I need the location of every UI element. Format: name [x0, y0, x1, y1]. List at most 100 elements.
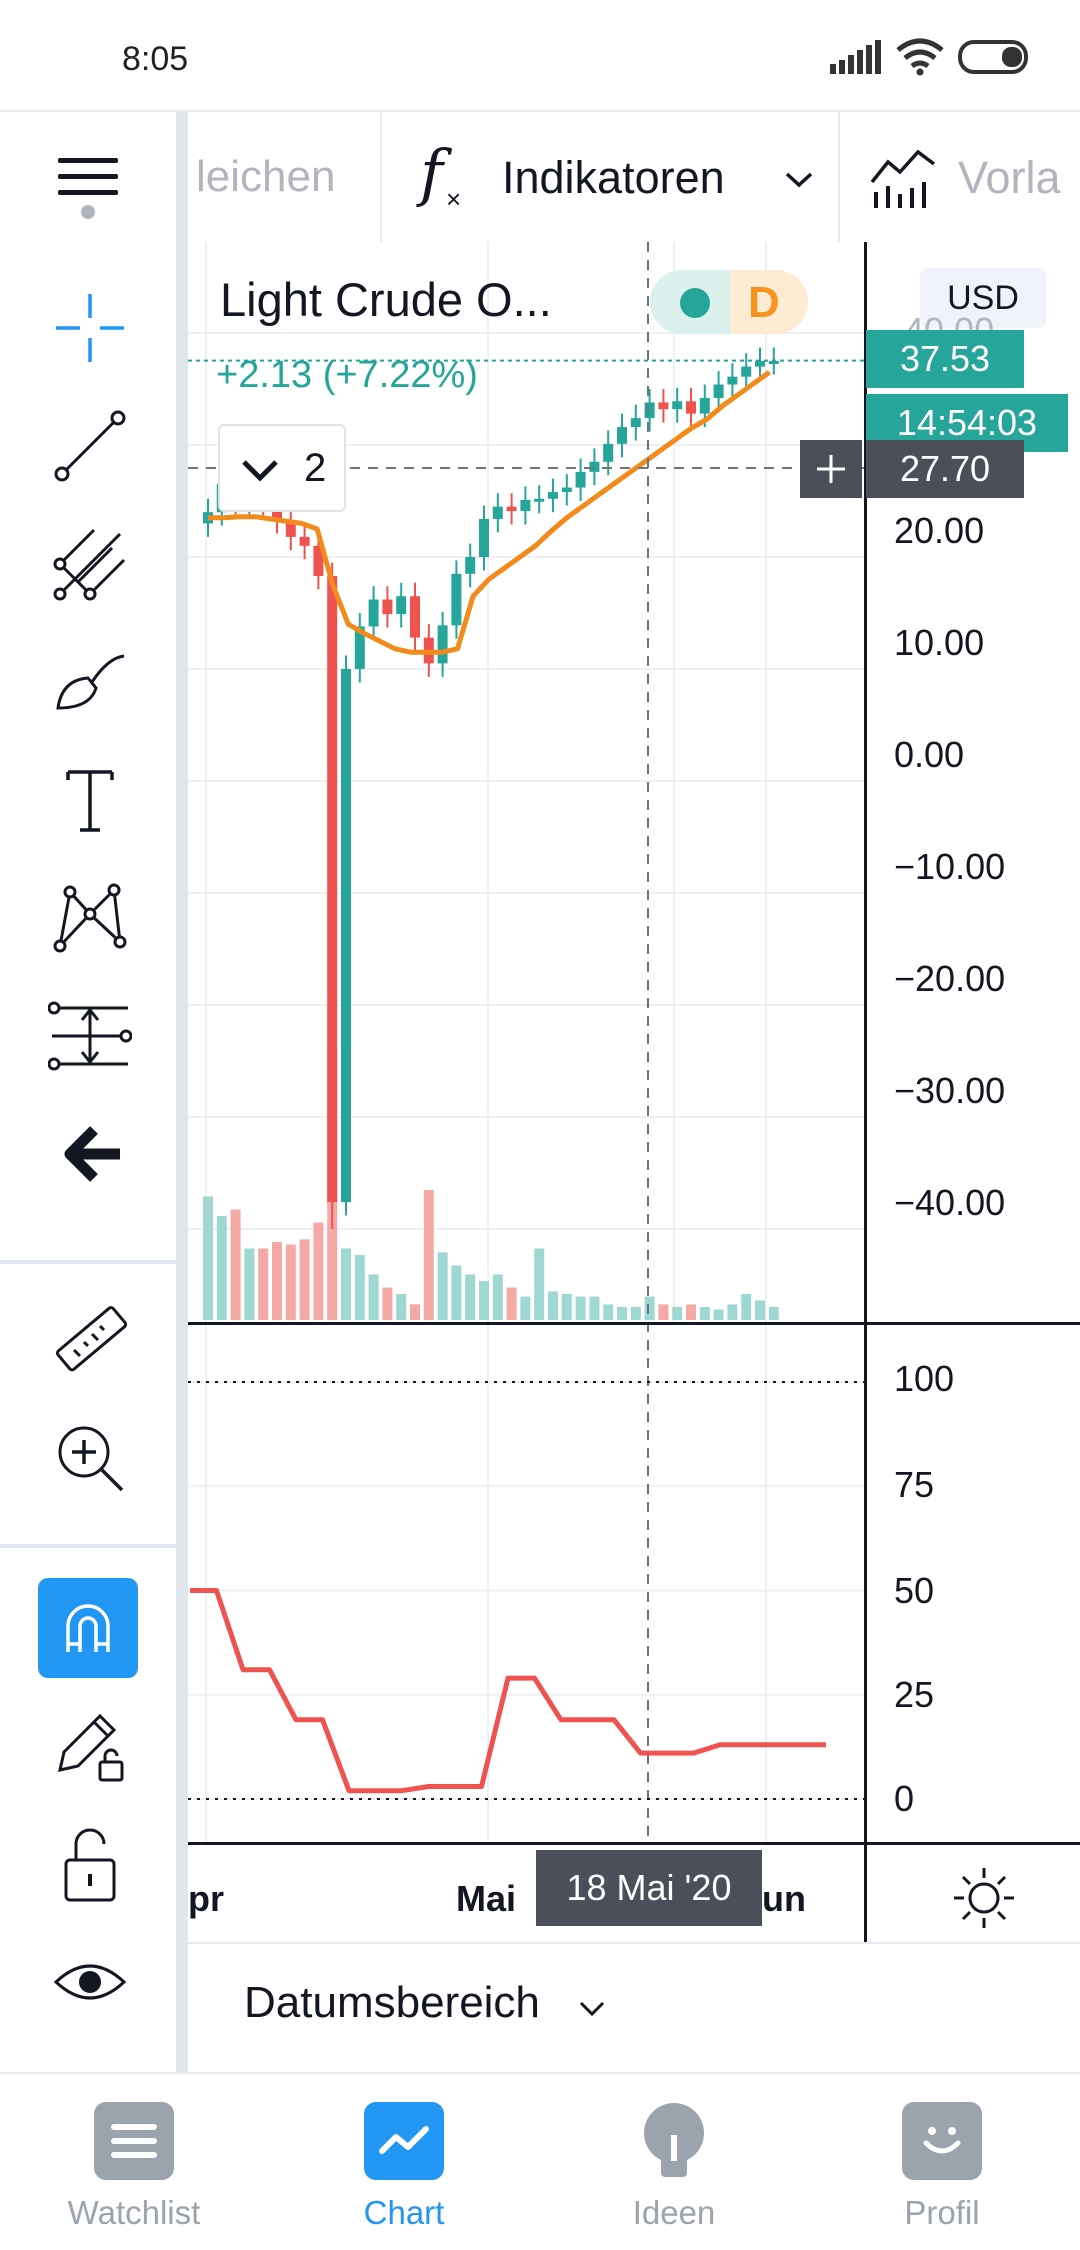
- volume-bar: [589, 1296, 600, 1320]
- magnet-button[interactable]: [38, 1578, 138, 1678]
- candle-body: [768, 361, 779, 364]
- indicator-toggle-button[interactable]: 2: [218, 424, 346, 512]
- volume-bar: [630, 1307, 641, 1320]
- volume-bar: [768, 1307, 779, 1320]
- candle-body: [382, 599, 393, 615]
- interval-badge: D: [748, 278, 780, 327]
- volume-bar: [465, 1274, 476, 1320]
- status-bar: 8:05: [0, 0, 1080, 110]
- unlock-icon: [64, 1828, 116, 1902]
- volume-bar: [561, 1294, 572, 1320]
- visibility-tool[interactable]: [40, 1932, 140, 2032]
- measure-tool[interactable]: [40, 986, 140, 1086]
- magnet-icon: [66, 1604, 110, 1652]
- volume-bar: [423, 1190, 434, 1320]
- pattern-tool[interactable]: [40, 868, 140, 968]
- ruler-tool[interactable]: [40, 1290, 140, 1390]
- candle-body: [548, 492, 558, 499]
- candle-body: [451, 573, 462, 626]
- crosshair-tool[interactable]: [40, 278, 140, 378]
- volume-bar: [658, 1304, 669, 1320]
- price-tick: −30.00: [894, 1070, 1006, 1111]
- price-change: +2.13 (+7.22%): [216, 354, 478, 396]
- candle-body: [589, 461, 600, 472]
- text-tool[interactable]: [40, 750, 140, 850]
- candle-body: [644, 402, 655, 419]
- zoom-in-icon: [58, 1426, 124, 1492]
- volume-bar: [603, 1304, 614, 1320]
- volume-bar: [354, 1255, 365, 1320]
- chevron-down-icon: [242, 460, 278, 482]
- zoom-tool[interactable]: [40, 1408, 140, 1508]
- market-status-badge[interactable]: D: [650, 270, 808, 334]
- candle-body: [755, 361, 765, 367]
- arrow-left-icon: [64, 1126, 120, 1182]
- collapse-toolbar-button[interactable]: [40, 1104, 140, 1204]
- nav-watchlist[interactable]: Watchlist: [34, 2102, 234, 2232]
- candle-body: [617, 427, 627, 444]
- volume-bar: [672, 1307, 683, 1320]
- price-tick: 10.00: [894, 622, 985, 663]
- nav-label: Chart: [363, 2194, 445, 2231]
- crosshair-date-label: 18 Mai '20: [536, 1850, 762, 1926]
- chart-settings-button[interactable]: [948, 1862, 1020, 1934]
- candle-body: [699, 397, 710, 414]
- candle-body: [299, 536, 310, 546]
- volume-bar: [244, 1248, 255, 1320]
- add-alert-button[interactable]: [800, 440, 862, 498]
- bottom-navigation: Watchlist Chart Ideen Profil: [0, 2072, 1080, 2250]
- ruler-icon: [55, 1306, 128, 1372]
- brush-tool[interactable]: [40, 632, 140, 732]
- candle-body: [465, 557, 476, 574]
- volume-bar: [341, 1248, 351, 1320]
- candle-body: [520, 499, 531, 512]
- volume-bar: [686, 1304, 696, 1320]
- candle-body: [741, 366, 752, 377]
- volume-bar: [492, 1274, 503, 1320]
- time-tick: Mai: [456, 1878, 517, 1919]
- candle-body: [479, 518, 489, 557]
- price-tick: 0.00: [894, 734, 965, 775]
- osc-tick: 75: [894, 1464, 935, 1505]
- time-tick: pr: [188, 1878, 224, 1919]
- crosshair-price-label: 27.70: [866, 440, 1024, 498]
- volume-bar: [644, 1296, 655, 1320]
- chevron-down-icon: [785, 172, 813, 188]
- templates-button[interactable]: Vorla: [840, 112, 1080, 244]
- candle-body: [313, 545, 324, 577]
- candle-body: [575, 471, 586, 488]
- symbol-title[interactable]: Light Crude O...: [220, 273, 552, 326]
- trend-line-tool[interactable]: [40, 396, 140, 496]
- currency-button[interactable]: USD: [920, 268, 1046, 328]
- compare-button[interactable]: leichen: [188, 112, 382, 244]
- candle-body: [285, 520, 296, 537]
- indicators-button[interactable]: f × Indikatoren: [382, 112, 840, 244]
- osc-tick: 100: [894, 1358, 955, 1399]
- price-tick: −40.00: [894, 1182, 1006, 1223]
- fib-tool[interactable]: [40, 514, 140, 614]
- countdown-label: 14:54:03: [866, 394, 1068, 452]
- volume-bar: [520, 1296, 531, 1320]
- volume-bar: [285, 1244, 296, 1320]
- menu-button[interactable]: [0, 112, 176, 244]
- chevron-down-icon: [579, 2001, 605, 2017]
- indicators-label: Indikatoren: [502, 152, 725, 203]
- nav-label: Profil: [904, 2194, 980, 2231]
- lock-drawings-tool[interactable]: [40, 1696, 140, 1796]
- nav-ideas[interactable]: Ideen: [574, 2102, 774, 2232]
- price-tick: −10.00: [894, 846, 1006, 887]
- candle-body: [396, 596, 407, 615]
- nav-label: Ideen: [632, 2194, 716, 2231]
- volume-bar: [713, 1309, 724, 1320]
- volume-bar: [755, 1300, 765, 1320]
- candle-body: [506, 506, 517, 512]
- nav-profile[interactable]: Profil: [842, 2102, 1042, 2232]
- chart-panel[interactable]: Light Crude O... D +2.13 (+7.22%) 2 USD …: [188, 242, 1080, 1944]
- watchlist-icon: [94, 2102, 174, 2180]
- volume-bar: [299, 1239, 310, 1320]
- volume-bar: [396, 1294, 407, 1320]
- nav-chart[interactable]: Chart: [304, 2102, 504, 2232]
- volume-bar: [203, 1196, 213, 1320]
- date-range-button[interactable]: Datumsbereich: [244, 1978, 540, 2027]
- lock-tool[interactable]: [40, 1814, 140, 1914]
